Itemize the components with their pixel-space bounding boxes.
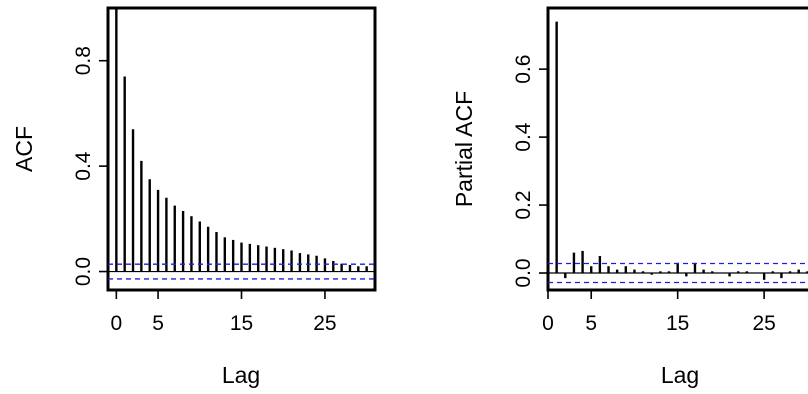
acf-y-tick-label: 0.8	[72, 46, 95, 75]
pacf-x-tick-label: 5	[585, 312, 597, 335]
acf-y-tick-label: 0.0	[72, 257, 95, 286]
acf-x-tick-label: 0	[111, 312, 123, 335]
acf-panel: 0 5 15 25 0.0 0.4 0.8 Lag ACF	[11, 6, 377, 388]
pacf-y-tick-label: 0.0	[512, 258, 535, 287]
acf-x-tick-label: 15	[230, 312, 253, 335]
acf-y-axis-label: ACF	[11, 126, 37, 172]
pacf-x-tick-label: 0	[542, 312, 554, 335]
acf-x-tick-label: 5	[152, 312, 164, 335]
pacf-x-axis: 0 5 15 25	[542, 290, 776, 335]
pacf-bars	[555, 21, 808, 280]
pacf-plot-frame	[546, 6, 808, 292]
acf-y-tick-label: 0.4	[72, 151, 95, 181]
pacf-confidence-lines	[548, 262, 808, 284]
pacf-x-axis-label: Lag	[661, 362, 699, 388]
acf-confidence-lines	[108, 263, 375, 280]
pacf-panel: 0 5 15 25 0.0 0.2 0.4 0.6 Lag Partial ACF	[451, 6, 808, 388]
pacf-y-axis-label: Partial ACF	[451, 91, 477, 207]
pacf-y-tick-label: 0.2	[512, 190, 535, 219]
pacf-y-tick-label: 0.4	[512, 122, 535, 152]
pacf-y-tick-label: 0.6	[512, 55, 535, 84]
pacf-x-tick-label: 15	[666, 312, 689, 335]
pacf-y-axis: 0.0 0.2 0.4 0.6	[512, 55, 548, 288]
acf-y-axis: 0.0 0.4 0.8	[72, 46, 108, 286]
pacf-x-tick-label: 25	[752, 312, 775, 335]
acf-x-tick-label: 25	[313, 312, 336, 335]
acf-x-axis: 0 5 15 25	[111, 290, 337, 335]
acf-x-axis-label: Lag	[222, 362, 260, 388]
acf-bars	[115, 8, 368, 272]
